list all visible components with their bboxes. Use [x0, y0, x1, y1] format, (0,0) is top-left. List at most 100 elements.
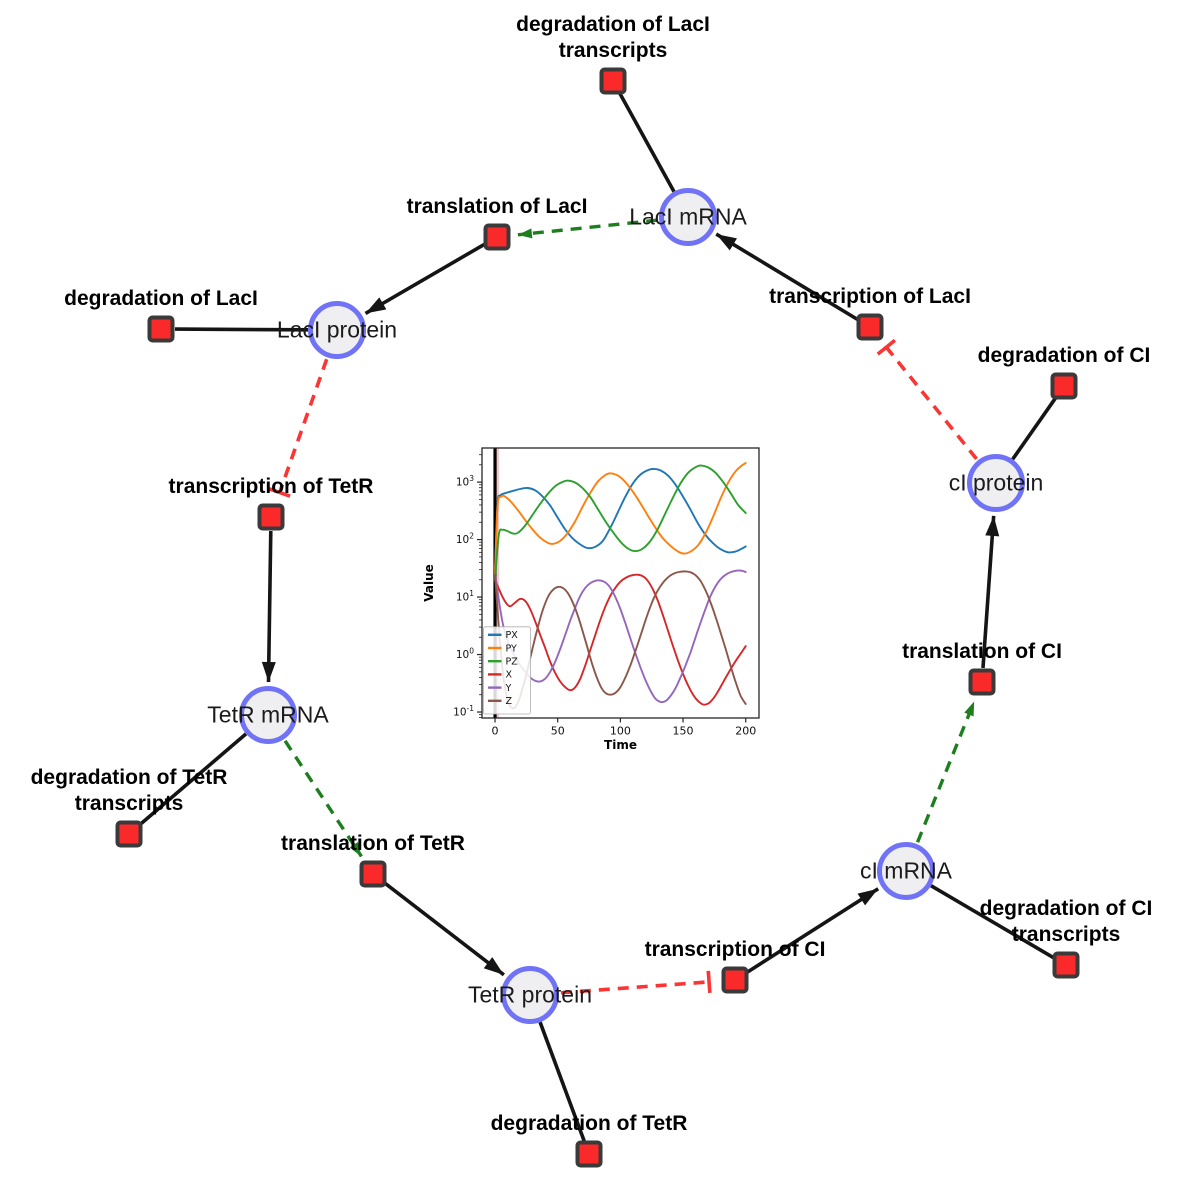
- reaction-label-r_txn_ci: transcription of CI: [645, 937, 826, 963]
- reaction-node-r_transl_ci[interactable]: [968, 668, 996, 696]
- arrowhead-icon: [365, 297, 387, 314]
- modifier-arrowhead-icon: [517, 228, 533, 239]
- inhibition-tee-icon: [706, 970, 712, 993]
- reaction-label-line: degradation of TetR: [490, 1112, 688, 1135]
- species-node-s_tetr_prot[interactable]: [501, 966, 559, 1024]
- reaction-node-r_transl_tetr[interactable]: [359, 860, 387, 888]
- series-PZ-line: [494, 464, 747, 581]
- edge-production-r_transl_ci-s_ci_prot: [981, 515, 1000, 669]
- edge-line: [283, 739, 363, 858]
- edge-consumption-s_ci_prot-r_deg_ci: [1011, 396, 1058, 461]
- species-label-s_laci_mrna: LacI mRNA: [629, 203, 747, 230]
- arrowhead-icon: [985, 515, 1000, 537]
- reaction-node-r_deg_ci_tx[interactable]: [1052, 951, 1080, 979]
- edge-production-r_txn_tetr-s_tetr_mrna: [261, 530, 276, 683]
- series-X-line: [494, 573, 747, 706]
- y-tick-exponent: 1: [469, 589, 474, 598]
- edge-line: [266, 530, 273, 683]
- series-PY-line: [494, 462, 747, 576]
- arrowhead-icon: [483, 957, 504, 975]
- edge-consumption-s_laci_mrna-r_deg_laci_tx: [618, 92, 676, 193]
- reaction-label-line: degradation of TetR: [30, 766, 228, 789]
- reaction-node-r_txn_laci[interactable]: [856, 313, 884, 341]
- edge-consumption-s_laci_prot-r_deg_laci: [174, 327, 309, 332]
- edge-line: [930, 884, 1055, 960]
- species-label-s_tetr_mrna: TetR mRNA: [207, 701, 329, 728]
- y-tick-label: 102: [456, 532, 474, 547]
- arrowhead-icon: [261, 661, 276, 683]
- modifier-arrowhead-icon: [964, 701, 975, 717]
- species-label-s_ci_mrna: cI mRNA: [860, 857, 952, 884]
- legend-label-X: X: [506, 670, 513, 681]
- reaction-label-line: degradation of LacI: [64, 287, 258, 310]
- species-node-s_tetr_mrna[interactable]: [239, 686, 297, 744]
- reaction-node-r_deg_laci_tx[interactable]: [599, 67, 627, 95]
- arrowhead-icon: [716, 234, 737, 251]
- arrowhead-icon: [857, 888, 879, 906]
- reaction-node-r_deg_tetr[interactable]: [575, 1140, 603, 1168]
- edge-line: [517, 218, 658, 237]
- edge-consumption-s_tetr_mrna-r_deg_tetr_tx: [138, 732, 248, 827]
- species-node-s_ci_mrna[interactable]: [877, 842, 935, 900]
- species-node-s_ci_prot[interactable]: [967, 454, 1025, 512]
- edge-line: [884, 346, 978, 461]
- edge-production-r_txn_ci-s_ci_mrna: [745, 887, 880, 974]
- edge-inhibition-s_tetr_prot-r_txn_ci: [560, 970, 712, 995]
- legend-label-PZ: PZ: [506, 657, 519, 668]
- species-label-s_tetr_prot: TetR protein: [467, 981, 593, 1008]
- y-tick-label: 103: [456, 474, 474, 489]
- species-node-s_laci_prot[interactable]: [308, 301, 366, 359]
- edge-line: [1011, 396, 1058, 461]
- edge-modifier-s_ci_mrna-r_transl_ci: [915, 700, 976, 843]
- legend-label-PY: PY: [506, 643, 518, 654]
- reaction-node-r_deg_laci[interactable]: [147, 315, 175, 343]
- species-node-s_laci_mrna[interactable]: [659, 188, 717, 246]
- reaction-label-r_deg_ci: degradation of CI: [978, 343, 1151, 369]
- reaction-label-line: degradation of CI: [979, 897, 1153, 920]
- reaction-node-r_deg_tetr_tx[interactable]: [115, 820, 143, 848]
- edge-modifier-s_laci_mrna-r_transl_laci: [517, 218, 658, 239]
- reaction-label-r_deg_tetr: degradation of TetR: [491, 1111, 688, 1137]
- inhibition-tee-icon: [876, 338, 897, 356]
- edge-production-r_transl_laci-s_laci_prot: [364, 242, 486, 315]
- edge-consumption-s_ci_mrna-r_deg_ci_tx: [930, 884, 1055, 960]
- reaction-label-line: transcription of CI: [644, 938, 826, 961]
- x-tick-label: 150: [673, 725, 694, 738]
- reaction-node-r_txn_tetr[interactable]: [257, 503, 285, 531]
- reaction-label-r_transl_laci: translation of LacI: [407, 194, 588, 220]
- edge-line: [138, 732, 248, 827]
- edge-inhibition-s_laci_prot-r_txn_tetr: [268, 358, 329, 498]
- species-label-s_laci_prot: LacI protein: [276, 316, 398, 343]
- reaction-label-line: translation of CI: [902, 640, 1062, 663]
- reaction-label-r_deg_tetr_tx: degradation of TetR transcripts: [31, 765, 228, 817]
- edge-production-r_transl_tetr-s_tetr_prot: [382, 881, 505, 977]
- inhibition-tee-icon: [268, 487, 291, 498]
- reaction-node-r_transl_laci[interactable]: [483, 223, 511, 251]
- reaction-label-r_deg_laci_tx: degradation of LacI transcripts: [516, 12, 710, 64]
- reaction-node-r_txn_ci[interactable]: [721, 966, 749, 994]
- reaction-label-r_txn_tetr: transcription of TetR: [169, 474, 374, 500]
- edge-line: [618, 92, 676, 193]
- edge-line: [560, 980, 710, 995]
- x-tick-label: 100: [610, 725, 631, 738]
- y-tick-exponent: 3: [469, 474, 474, 483]
- edge-modifier-s_tetr_mrna-r_transl_tetr: [283, 739, 363, 858]
- legend-label-Y: Y: [505, 683, 512, 694]
- y-tick-label: 100: [456, 647, 474, 662]
- reaction-node-r_deg_ci[interactable]: [1050, 372, 1078, 400]
- reaction-label-line: translation of TetR: [281, 832, 465, 855]
- edge-line: [745, 887, 880, 974]
- reaction-label-r_transl_tetr: translation of TetR: [281, 831, 465, 857]
- reaction-label-line: transcription of LacI: [769, 285, 971, 308]
- edge-line: [915, 700, 976, 843]
- reaction-label-line: transcription of TetR: [168, 475, 374, 498]
- edge-line: [174, 327, 309, 332]
- edge-line: [382, 881, 505, 977]
- y-tick-exponent: 2: [469, 532, 474, 541]
- legend-label-Z: Z: [506, 696, 513, 707]
- edge-line: [715, 232, 859, 322]
- y-tick-exponent: 0: [469, 647, 474, 656]
